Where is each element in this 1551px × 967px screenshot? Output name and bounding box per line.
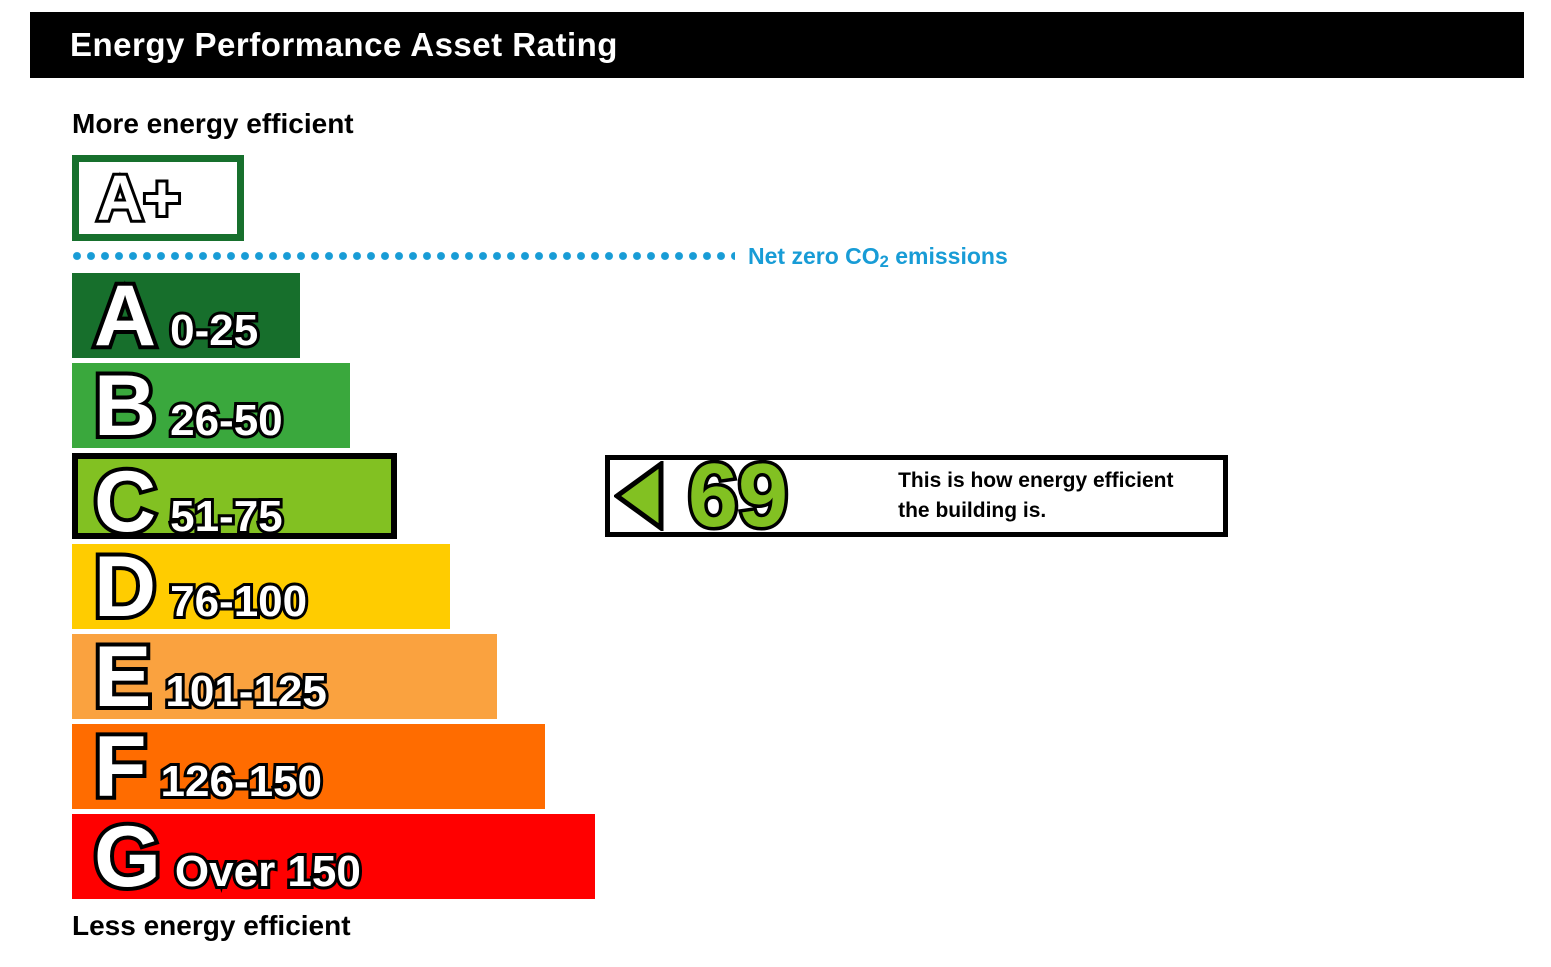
net-zero-text-pre: Net zero CO <box>748 243 880 269</box>
band-row-d: D 76-100 <box>72 544 450 630</box>
band-letter-a: A <box>94 273 156 359</box>
rating-indicator-box: 69 This is how energy efficient the buil… <box>605 451 1228 541</box>
band-a-plus-label: A+ <box>97 166 181 230</box>
net-zero-subscript: 2 <box>879 251 889 271</box>
band-letter-c: C <box>94 459 156 545</box>
band-row-f: F 126-150 <box>72 724 545 810</box>
band-letter-b: B <box>94 363 156 449</box>
band-letter-g: G <box>94 814 161 900</box>
band-row-c: C 51-75 <box>72 453 397 545</box>
band-range-f: 126-150 <box>161 760 323 805</box>
more-efficient-label: More energy efficient <box>72 108 354 139</box>
rating-bands: A 0-25 B 26-50 C 51-75 D 76-100 E 101-12… <box>72 273 595 904</box>
band-a-plus-box: A+ <box>72 155 244 241</box>
rating-note-line1: This is how energy efficient <box>898 468 1174 492</box>
band-letter-d: D <box>94 544 156 630</box>
band-range-e: 101-125 <box>165 670 327 715</box>
band-range-a: 0-25 <box>170 309 258 354</box>
net-zero-text-post: emissions <box>888 243 1008 269</box>
net-zero-dotted-line <box>72 251 735 261</box>
band-row-b: B 26-50 <box>72 363 350 449</box>
band-range-b: 26-50 <box>170 399 283 444</box>
band-range-c: 51-75 <box>170 495 283 540</box>
title-bar: Energy Performance Asset Rating <box>30 12 1524 78</box>
rating-note: This is how energy efficient the buildin… <box>898 466 1173 527</box>
band-letter-e: E <box>94 634 152 720</box>
band-row-a: A 0-25 <box>72 273 300 359</box>
left-arrow-icon <box>614 461 664 531</box>
band-row-g: G Over 150 <box>72 814 595 900</box>
less-efficient-label: Less energy efficient <box>72 910 351 941</box>
rating-note-line2: the building is. <box>898 499 1047 522</box>
net-zero-label: Net zero CO2 emissions <box>748 243 1008 271</box>
band-letter-f: F <box>94 724 147 810</box>
page-title: Energy Performance Asset Rating <box>70 26 618 63</box>
band-range-g: Over 150 <box>175 850 361 895</box>
band-range-d: 76-100 <box>170 580 307 625</box>
band-row-e: E 101-125 <box>72 634 497 720</box>
rating-value: 69 <box>688 451 788 541</box>
